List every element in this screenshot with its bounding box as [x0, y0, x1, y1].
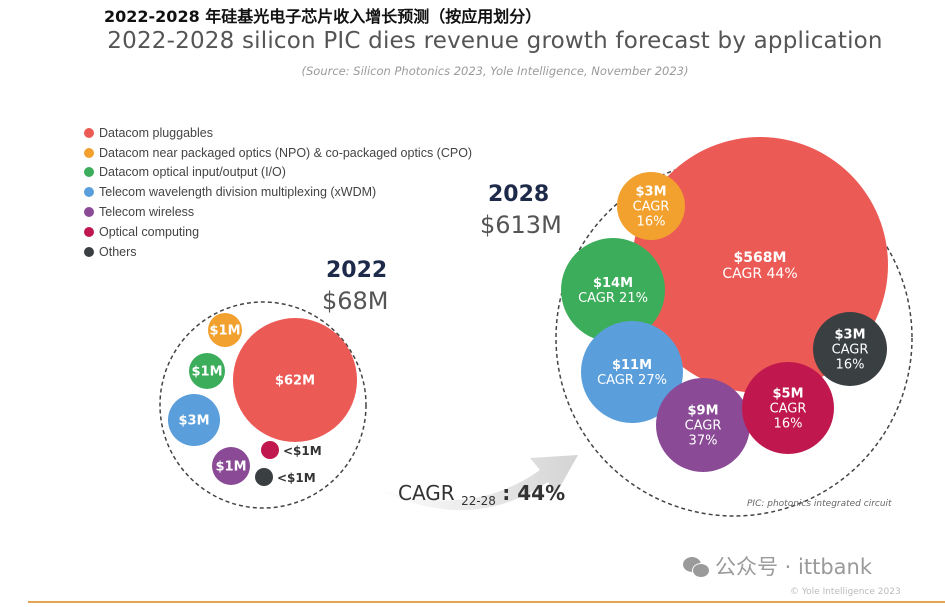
bubble-label: $3M	[635, 185, 666, 200]
bubble-2028	[581, 321, 683, 423]
source-note: (Source: Silicon Photonics 2023, Yole In…	[301, 64, 689, 78]
total-2022: $68M	[322, 287, 389, 315]
legend-item: Telecom wireless	[84, 202, 472, 222]
bubble-2022	[261, 441, 279, 459]
legend-label: Datacom optical input/output (I/O)	[99, 165, 286, 180]
bubble-cagr: 37%	[689, 434, 718, 449]
group-outline-2022	[159, 301, 367, 509]
legend-item: Datacom near packaged optics (NPO) & co-…	[84, 143, 472, 163]
cagr-value: : 44%	[502, 481, 566, 505]
bubble-label: $62M	[275, 374, 315, 389]
legend: Datacom pluggables Datacom near packaged …	[84, 123, 472, 262]
bubble-label: $3M	[178, 414, 209, 429]
legend-label: Others	[99, 244, 137, 259]
divider	[28, 601, 945, 603]
legend-item: Optical computing	[84, 222, 472, 242]
bubble-2022	[189, 353, 225, 389]
legend-item: Datacom optical input/output (I/O)	[84, 163, 472, 183]
bubble-cagr: 16%	[836, 358, 865, 373]
bubble-label: $9M	[687, 404, 718, 419]
legend-swatch	[84, 207, 94, 218]
pic-note: PIC: photonics integrated circuit	[747, 499, 892, 509]
year-2022: 2022	[326, 258, 388, 283]
bubble-label: $1M	[215, 460, 246, 475]
bubble-label: $1M	[209, 324, 240, 339]
legend-item: Others	[84, 242, 472, 262]
cagr-period: 22-28	[461, 494, 496, 508]
bubble-2022	[212, 447, 250, 485]
bubble-2028	[656, 378, 750, 472]
bubble-cagr: 16%	[774, 417, 803, 432]
legend-swatch	[84, 187, 94, 198]
bubble-label: <$1M	[277, 471, 316, 485]
bubble-label: <$1M	[283, 444, 322, 458]
legend-item: Telecom wavelength division multiplexing…	[84, 182, 472, 202]
bubble-2022	[233, 318, 357, 442]
group-outline-2028	[555, 159, 913, 517]
total-2028: $613M	[480, 211, 562, 239]
legend-label: Telecom wavelength division multiplexing…	[99, 185, 377, 200]
legend-swatch	[84, 246, 94, 257]
bubble-cagr: CAGR	[685, 419, 722, 434]
bubble-label: $3M	[834, 328, 865, 343]
legend-label: Datacom pluggables	[99, 125, 213, 140]
bubble-2022	[168, 394, 220, 446]
bubble-cagr: CAGR 21%	[578, 291, 648, 306]
legend-swatch	[84, 226, 94, 237]
bubble-label: $1M	[191, 365, 222, 380]
legend-label: Telecom wireless	[99, 205, 195, 220]
bubble-cagr: 16%	[637, 215, 666, 230]
bubble-2022	[255, 468, 273, 486]
year-2028: 2028	[488, 182, 550, 207]
bubble-label: $11M	[612, 358, 652, 373]
legend-swatch	[84, 167, 94, 178]
legend-swatch	[84, 147, 94, 158]
legend-label: Optical computing	[99, 224, 200, 239]
growth-arrow	[375, 455, 578, 511]
bubble-cagr: CAGR 44%	[722, 266, 797, 282]
watermark: 公众号 · ittbank	[683, 554, 872, 580]
bubble-cagr: CAGR	[832, 343, 869, 358]
cagr-label: CAGR	[398, 481, 455, 505]
chinese-title: 2022-2028 年硅基光电子芯片收入增长预测（按应用划分）	[104, 7, 542, 26]
bubble-label: $568M	[734, 250, 787, 266]
english-title: 2022-2028 silicon PIC dies revenue growt…	[107, 28, 883, 54]
bubble-label: $14M	[593, 276, 633, 291]
legend-item: Datacom pluggables	[84, 123, 472, 143]
bubble-2028	[617, 172, 685, 240]
bubble-label: $5M	[772, 387, 803, 402]
bubble-2028	[742, 362, 834, 454]
overall-cagr: CAGR 22-28 : 44%	[398, 481, 565, 508]
bubble-2028	[813, 312, 887, 386]
bubble-cagr: CAGR	[633, 200, 670, 215]
bubble-cagr: CAGR 27%	[597, 373, 667, 388]
wechat-icon	[683, 557, 710, 578]
bubble-cagr: CAGR	[770, 402, 807, 417]
legend-label: Datacom near packaged optics (NPO) & co-…	[99, 145, 473, 160]
bubble-2022	[208, 313, 242, 347]
copyright: © Yole Intelligence 2023	[790, 587, 901, 597]
bubble-2028	[561, 238, 665, 342]
legend-swatch	[84, 127, 94, 138]
watermark-text: 公众号 · ittbank	[715, 555, 872, 579]
